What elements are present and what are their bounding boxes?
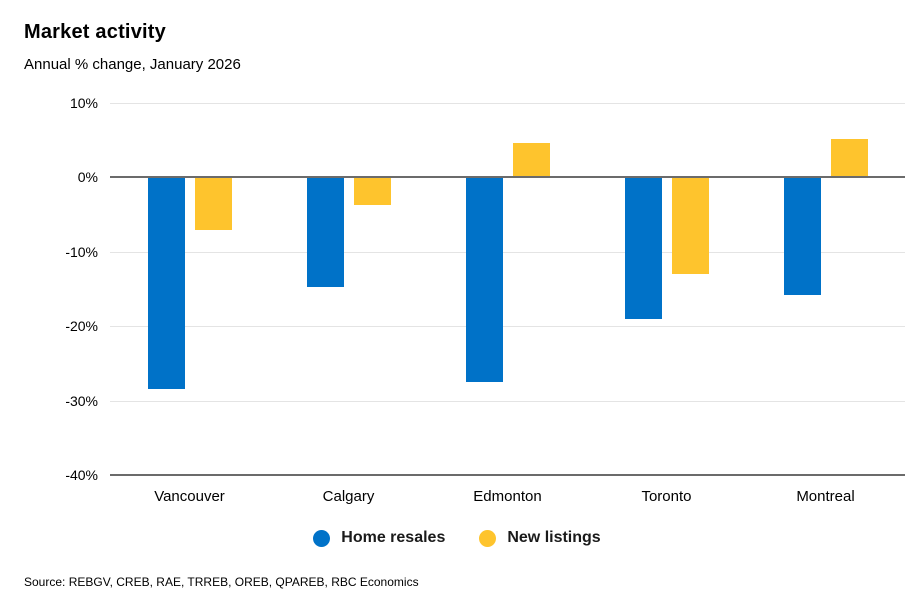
xtick-label-edmonton: Edmonton [473, 488, 542, 505]
legend-item-new-listings: New listings [479, 529, 601, 547]
bar-montreal-new-listings [830, 138, 868, 178]
bar-toronto-home-resales [624, 177, 662, 319]
new-listings-swatch-icon [479, 529, 497, 547]
legend-label-new-listings: New listings [507, 529, 601, 546]
bar-montreal-home-resales [783, 177, 821, 295]
gridline--10 [110, 251, 905, 253]
legend-item-home-resales: Home resales [313, 529, 445, 547]
bar-calgary-home-resales [306, 177, 344, 287]
xtick-label-toronto: Toronto [641, 488, 692, 505]
legend: Home resales New listings [0, 529, 914, 547]
axis-line-0 [110, 176, 905, 179]
ytick-label-10: 10% [69, 95, 98, 111]
legend-label-home-resales: Home resales [341, 529, 446, 546]
ytick-label--40: -40% [65, 467, 98, 483]
bar-toronto-new-listings [671, 177, 709, 275]
gridline-10 [110, 103, 905, 104]
ytick-label--20: -20% [65, 318, 98, 335]
xtick-label-vancouver: Vancouver [154, 488, 225, 505]
bar-vancouver-home-resales [147, 177, 185, 390]
xtick-label-montreal: Montreal [796, 488, 855, 505]
source-note: Source: REBGV, CREB, RAE, TRREB, OREB, Q… [24, 575, 419, 589]
home-resales-swatch-icon [313, 529, 331, 547]
bar-vancouver-new-listings [194, 177, 232, 231]
bar-calgary-new-listings [353, 177, 391, 205]
axis-line--40 [110, 474, 905, 476]
chart-subtitle: Annual % change, January 2026 [24, 56, 241, 73]
bar-edmonton-new-listings [512, 143, 550, 178]
bar-edmonton-home-resales [465, 177, 503, 382]
ytick-label--10: -10% [65, 243, 98, 260]
gridline--30 [110, 400, 905, 402]
ytick-label-0: 0% [77, 169, 98, 186]
gridline--20 [110, 326, 905, 328]
xtick-label-calgary: Calgary [322, 488, 375, 505]
ytick-label--30: -30% [65, 392, 98, 409]
plot-area: 10% 0% -10% -20% -30% -40% Vancouver Calgary Edm… [65, 96, 905, 505]
chart-title: Market activity [24, 21, 166, 43]
